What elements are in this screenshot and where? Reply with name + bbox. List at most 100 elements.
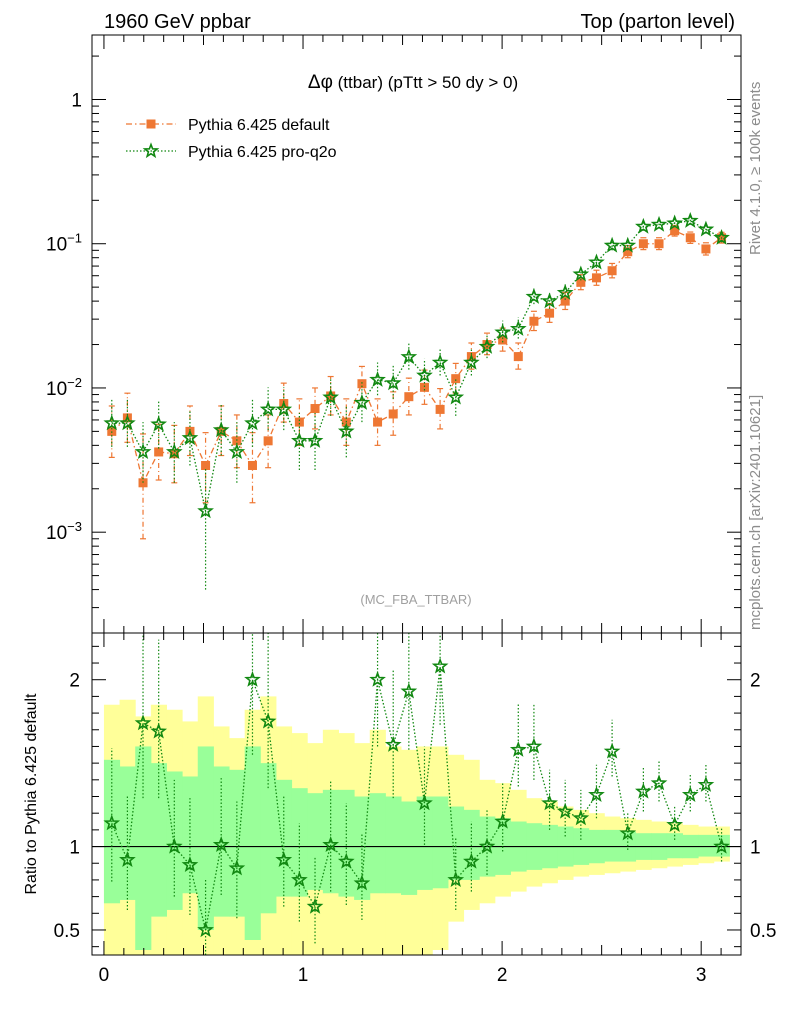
band-inner-bin [369, 793, 386, 894]
ratio-data-point [212, 836, 230, 852]
legend-marker-proq2o [142, 142, 160, 159]
header-left: 1960 GeV ppbar [104, 11, 251, 33]
data-point [576, 277, 586, 287]
data-point [416, 366, 433, 383]
band-inner-bin [338, 789, 355, 897]
data-point [388, 409, 398, 419]
ratio-data-point [181, 856, 199, 873]
data-point [482, 340, 492, 350]
data-point [509, 320, 527, 336]
main-y-tick-label: 10−1 [46, 231, 82, 256]
ratio-y-tick-label-left: 1 [69, 838, 80, 859]
ratio-data-point [150, 722, 168, 739]
legend: Pythia 6.425 default Pythia 6.425 pro-q2… [126, 117, 337, 161]
ratio-plot-frame [91, 632, 742, 956]
data-point [498, 335, 508, 345]
data-point [697, 220, 715, 237]
data-point [681, 211, 699, 228]
ratio-data-point [556, 802, 574, 819]
data-point [400, 348, 418, 365]
x-tick-label: 0 [99, 965, 110, 986]
data-point [654, 239, 664, 249]
ratio-data-point [384, 735, 402, 752]
ratio-y-tick-label-left: 2 [69, 671, 80, 692]
data-point [588, 253, 605, 270]
data-point [306, 432, 324, 448]
series-line [111, 220, 722, 512]
ratio-y-tick-label-right: 0.5 [750, 921, 776, 942]
ratio-data-point [541, 794, 558, 811]
data-point [291, 432, 308, 448]
ratio-data-point [478, 837, 496, 854]
data-point [545, 308, 555, 318]
data-point [322, 388, 340, 405]
data-point [419, 382, 429, 392]
band-inner-bin [385, 796, 402, 894]
data-point [431, 353, 449, 370]
data-point [353, 393, 371, 410]
data-point [650, 215, 668, 232]
ratio-data-point [197, 921, 214, 938]
ratio-uncertainty-bands [92, 696, 741, 955]
data-point [154, 447, 164, 457]
main-y-tick-label: 10−3 [46, 519, 82, 544]
legend-label-default: Pythia 6.425 default [188, 117, 330, 134]
ratio-data-point [416, 794, 433, 811]
data-point [603, 236, 621, 253]
data-point [263, 436, 273, 446]
data-point [119, 414, 136, 431]
ratio-data-point [509, 741, 527, 757]
ratio-data-point [275, 851, 293, 868]
data-point [635, 217, 652, 234]
data-point [212, 421, 230, 438]
data-point [572, 265, 590, 282]
data-point [556, 283, 574, 300]
ratio-data-point [400, 682, 418, 699]
data-point [275, 400, 293, 417]
data-point [337, 422, 355, 439]
data-point [447, 388, 465, 405]
data-point [607, 266, 617, 276]
data-point [525, 287, 543, 304]
data-point [247, 460, 257, 470]
data-point [404, 392, 414, 402]
ratio-plot-panel: 0.5 0.5 1 1 2 2 0 1 2 3 Ratio to Pythia 6.425 def… [23, 632, 776, 986]
ratio-data-point [165, 837, 183, 854]
band-inner-bin [197, 746, 214, 930]
main-series-layer [103, 211, 730, 590]
ratio-data-point [588, 786, 605, 802]
data-point [294, 417, 304, 427]
data-point [670, 226, 680, 236]
ratio-y-tick-label-right: 1 [750, 838, 761, 859]
series-proq2o [103, 211, 730, 590]
ratio-data-point [494, 812, 512, 829]
data-point [181, 429, 199, 446]
data-point [259, 400, 277, 417]
data-point [638, 239, 648, 249]
ratio-axis-ticks: 0.5 0.5 1 1 2 2 0 1 2 3 [54, 633, 776, 986]
main-plot-panel: 10−3 10−2 10−1 1 Δφ (ttbar) (pTtt > 50 dy >… [46, 34, 742, 634]
ratio-data-point [572, 809, 590, 826]
data-point [541, 292, 558, 309]
data-point [310, 404, 320, 414]
ratio-data-point [681, 786, 699, 802]
data-point [384, 374, 402, 391]
ratio-data-point [666, 816, 684, 832]
band-inner-bin [150, 763, 167, 917]
data-point [244, 414, 261, 431]
plot-title: Δφ (ttbar) (pTtt > 50 dy > 0) [308, 72, 518, 93]
data-point [165, 443, 183, 460]
ratio-data-point [103, 814, 121, 831]
ratio-data-point [369, 670, 386, 687]
band-inner-bin [244, 746, 261, 940]
x-tick-label: 1 [298, 965, 309, 986]
data-point [666, 214, 684, 231]
ratio-data-point [635, 782, 652, 799]
data-point [107, 426, 117, 436]
x-tick-label: 3 [696, 965, 707, 986]
data-point [591, 273, 601, 283]
ratio-data-point [353, 874, 371, 891]
band-inner-bin [666, 833, 683, 859]
ratio-y-axis-label: Ratio to Pythia 6.425 default [23, 693, 40, 895]
